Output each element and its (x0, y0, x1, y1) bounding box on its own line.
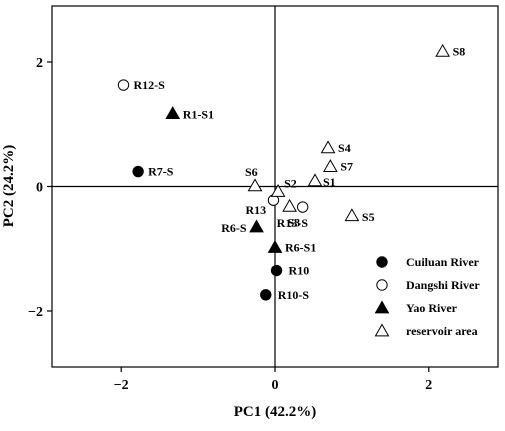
legend-label-cuiluan-river: Cuiluan River (406, 255, 480, 269)
point-s1 (307, 173, 323, 187)
point-label-s7: S7 (340, 160, 353, 174)
point-label-r7-s: R7-S (148, 165, 174, 179)
legend-marker-cuiluan-river (376, 256, 388, 268)
point-labels: R7-S R10 R10-S R12-S R13 R13-S R1-S1 R6-S R6-S1 S… (134, 44, 466, 301)
legend-marker-dangshi-river (376, 279, 388, 291)
point-s5 (344, 208, 360, 222)
y-axis-title: PC2 (24.2%) (1, 145, 17, 228)
point-s3 (282, 198, 297, 212)
point-r7-s (132, 165, 144, 178)
point-r6-s (249, 219, 264, 233)
point-s2 (270, 183, 286, 197)
x-tick-label: 0 (272, 378, 279, 393)
reference-lines (52, 6, 498, 367)
point-label-s1: S1 (323, 175, 336, 189)
point-r6-s1 (267, 239, 283, 253)
y-tick-label: 2 (36, 56, 43, 71)
point-label-r10: R10 (289, 264, 310, 278)
point-s8 (435, 43, 450, 57)
point-r13-s (296, 201, 309, 213)
point-r10-s (260, 289, 272, 301)
point-s7 (323, 159, 338, 172)
point-label-r13-s: R13-S (277, 216, 309, 230)
point-r12-s (117, 79, 130, 91)
y-tick-label: −2 (28, 305, 43, 320)
point-r10 (270, 264, 283, 277)
y-tick-label: 0 (36, 181, 43, 196)
data-points (117, 43, 450, 301)
point-label-r13: R13 (245, 203, 266, 217)
legend-label-reservoir-area: reservoir area (406, 324, 478, 338)
point-label-r10-s: R10-S (278, 288, 310, 302)
x-tick-label: 2 (425, 378, 432, 393)
point-s6 (247, 178, 263, 192)
point-label-s8: S8 (453, 44, 466, 58)
point-label-s4: S4 (338, 141, 351, 155)
legend-marker-yao-river (374, 300, 390, 314)
point-label-r6-s: R6-S (221, 221, 247, 235)
point-label-r12-s: R12-S (134, 78, 166, 92)
point-label-r6-s1: R6-S1 (285, 240, 316, 254)
axis-ticks: −2 0 2 −2 0 2 (28, 56, 432, 393)
legend-marker-reservoir-area (374, 323, 390, 337)
point-label-s5: S5 (362, 210, 375, 224)
point-s4 (320, 140, 336, 154)
point-label-s2: S2 (284, 176, 297, 190)
point-label-s3: S3 (288, 215, 301, 229)
point-label-r1-s1: R1-S1 (183, 108, 214, 122)
x-axis-title: PC1 (42.2%) (234, 404, 317, 420)
legend-label-dangshi-river: Dangshi River (406, 278, 480, 292)
point-label-s6: S6 (245, 165, 258, 179)
legend-label-yao-river: Yao River (406, 301, 458, 315)
x-tick-label: −2 (114, 378, 129, 393)
legend: Cuiluan River Dangshi River Yao River reser… (374, 255, 480, 338)
point-r1-s1 (165, 106, 181, 120)
